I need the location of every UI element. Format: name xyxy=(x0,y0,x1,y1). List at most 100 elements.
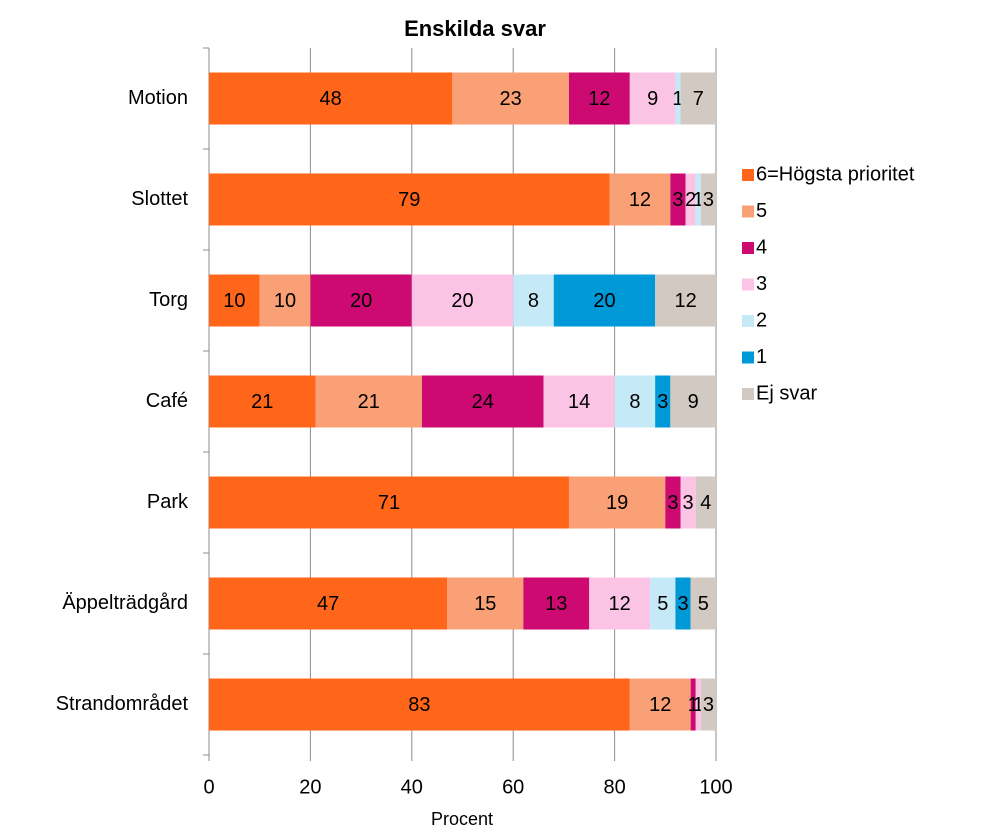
data-label: 3 xyxy=(667,492,678,514)
legend-label: 3 xyxy=(756,273,767,295)
bar-segment xyxy=(568,72,630,125)
bar-segment xyxy=(543,375,615,428)
data-label: 15 xyxy=(474,593,496,615)
y-tick-label: Torg xyxy=(149,289,188,311)
data-label: 1 xyxy=(688,694,699,716)
bar-segment xyxy=(315,375,422,428)
data-label: 7 xyxy=(693,88,704,110)
bar-segment xyxy=(209,476,569,529)
x-tick-label: 60 xyxy=(502,776,524,798)
bar-segment xyxy=(675,72,681,125)
data-label: 5 xyxy=(657,593,668,615)
data-label: 3 xyxy=(683,492,694,514)
bar-segment xyxy=(411,274,514,327)
data-label: 20 xyxy=(451,290,473,312)
data-label: 3 xyxy=(677,593,688,615)
legend-swatch xyxy=(742,315,754,327)
bar-segment xyxy=(695,678,701,731)
legend-label: 2 xyxy=(756,309,767,331)
chart-title: Enskilda svar xyxy=(404,16,546,41)
bar-segment xyxy=(695,476,716,529)
data-label: 9 xyxy=(688,391,699,413)
data-label: 12 xyxy=(649,694,671,716)
bar-segment xyxy=(690,678,696,731)
data-label: 3 xyxy=(657,391,668,413)
data-label: 2 xyxy=(685,189,696,211)
x-tick-label: 20 xyxy=(299,776,321,798)
data-label: 3 xyxy=(703,189,714,211)
bar-segment xyxy=(690,577,716,630)
bar-segment xyxy=(670,375,716,428)
data-label: 12 xyxy=(674,290,696,312)
bar-segment xyxy=(655,274,716,327)
bar-segment xyxy=(685,173,696,226)
data-label: 12 xyxy=(588,88,610,110)
bar-segment xyxy=(209,72,453,125)
x-tick-label: 0 xyxy=(203,776,214,798)
legend-label: 5 xyxy=(756,200,767,222)
data-label: 8 xyxy=(528,290,539,312)
legend-swatch xyxy=(742,388,754,400)
data-label: 10 xyxy=(274,290,296,312)
data-label: 9 xyxy=(647,88,658,110)
bar-segment xyxy=(568,476,666,529)
data-label: 12 xyxy=(609,593,631,615)
bar-segment xyxy=(609,173,671,226)
data-label: 1 xyxy=(672,88,683,110)
data-label: 24 xyxy=(472,391,494,413)
bar-segment xyxy=(695,173,701,226)
data-label: 1 xyxy=(693,189,704,211)
bar-segment xyxy=(614,375,656,428)
x-axis-title: Procent xyxy=(431,809,493,829)
legend-swatch xyxy=(742,242,754,254)
bar-segment xyxy=(209,678,630,731)
y-tick-label: Park xyxy=(147,491,189,513)
data-label: 3 xyxy=(672,189,683,211)
x-tick-label: 40 xyxy=(401,776,423,798)
legend-swatch xyxy=(742,169,754,181)
data-label: 20 xyxy=(350,290,372,312)
bar-segment xyxy=(209,173,610,226)
bar-segment xyxy=(523,577,590,630)
bar-segment xyxy=(447,577,524,630)
bar-segment xyxy=(700,173,716,226)
data-label: 10 xyxy=(223,290,245,312)
data-label: 13 xyxy=(545,593,567,615)
data-label: 5 xyxy=(698,593,709,615)
data-label: 1 xyxy=(693,694,704,716)
data-label: 21 xyxy=(251,391,273,413)
data-label: 47 xyxy=(317,593,339,615)
bar-segment xyxy=(665,476,681,529)
y-tick-label: Motion xyxy=(128,87,188,109)
data-label: 79 xyxy=(398,189,420,211)
bar-segment xyxy=(553,274,656,327)
legend-swatch xyxy=(742,351,754,364)
legend-label: Ej svar xyxy=(756,382,817,404)
data-label: 4 xyxy=(700,492,711,514)
data-label: 14 xyxy=(568,391,590,413)
data-label: 3 xyxy=(703,694,714,716)
bar-segment xyxy=(700,678,716,731)
y-tick-label: Café xyxy=(146,390,188,412)
legend-label: 1 xyxy=(756,346,767,368)
bar-segment xyxy=(209,577,448,630)
bar-segment xyxy=(259,274,311,327)
bar-segment xyxy=(675,577,691,630)
bar-segment xyxy=(680,476,696,529)
y-tick-label: Äppelträdgård xyxy=(62,592,188,614)
y-tick-label: Slottet xyxy=(131,188,188,210)
bar-segment xyxy=(650,577,676,630)
bar-segment xyxy=(670,173,686,226)
bar-segment xyxy=(209,375,316,428)
bar-segment xyxy=(680,72,716,125)
data-label: 8 xyxy=(629,391,640,413)
bar-segment xyxy=(421,375,544,428)
legend-swatch xyxy=(742,205,754,218)
data-label: 48 xyxy=(320,88,342,110)
bar-segment xyxy=(310,274,412,327)
legend-label: 4 xyxy=(756,236,767,258)
bar-segment xyxy=(452,72,569,125)
bar-segment xyxy=(513,274,554,327)
bar-segment xyxy=(655,375,671,428)
